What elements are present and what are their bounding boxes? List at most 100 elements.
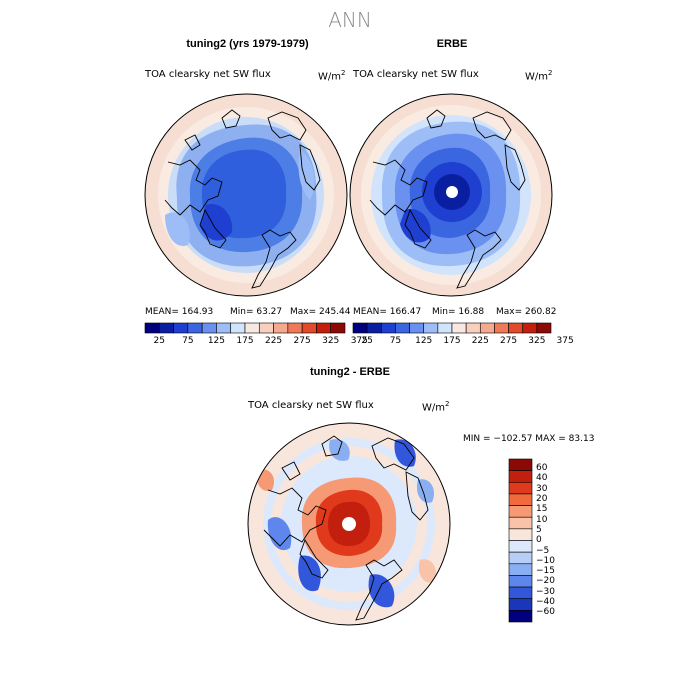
units-label-model: W/m2: [318, 69, 346, 83]
colorbar-swatch: [158, 322, 174, 334]
colorbar-swatch: [216, 322, 232, 334]
colorbar-swatch: [409, 322, 425, 334]
colorbar-swatch: [479, 322, 495, 334]
colorbar-swatch: [244, 322, 260, 334]
colorbar-tick-label: 0: [536, 535, 542, 546]
colorbar-swatch: [508, 551, 533, 565]
colorbar-tick-label: 225: [471, 336, 489, 346]
colorbar-swatch: [508, 563, 533, 576]
colorbar-tick-label: 30: [536, 483, 548, 494]
colorbar-tick-label: 375: [556, 336, 574, 346]
coastlines-obs: [369, 109, 526, 289]
polar-map-diff: [248, 423, 450, 625]
colorbar-tick-label: 325: [528, 336, 546, 346]
variable-label-obs: TOA clearsky net SW flux: [353, 69, 479, 80]
colorbar-tick-label: 15: [536, 504, 548, 515]
colorbar-swatch: [395, 322, 410, 334]
colorbar-obs: [352, 322, 552, 334]
mean-stat-model: MEAN= 164.93: [145, 307, 214, 317]
map-boundary-model: [144, 93, 348, 297]
colorbar-tick-label: 275: [293, 336, 311, 346]
colorbar-swatch: [508, 493, 533, 506]
colorbar-swatch: [494, 322, 509, 334]
colorbar-swatch: [508, 598, 533, 611]
colorbar-swatch: [287, 322, 303, 334]
colorbar-swatch: [423, 322, 439, 334]
colorbar-swatch: [380, 322, 396, 334]
colorbar-tick-label: 75: [389, 336, 402, 346]
colorbar-swatch: [273, 322, 289, 334]
colorbar-tick-label: 375: [350, 336, 368, 346]
units-label-obs: W/m2: [525, 69, 553, 83]
colorbar-swatch: [508, 322, 524, 334]
colorbar-swatch: [508, 470, 533, 483]
colorbar-swatch: [508, 516, 533, 530]
colorbar-tick-label: 175: [443, 336, 461, 346]
colorbar-tick-label: 125: [415, 336, 433, 346]
polar-map-model: [145, 94, 347, 296]
variable-label-model: TOA clearsky net SW flux: [145, 69, 271, 80]
colorbar-swatch: [230, 322, 246, 334]
colorbar-swatch: [201, 322, 217, 334]
colorbar-diff: [508, 458, 533, 623]
colorbar-swatch: [258, 322, 274, 334]
colorbar-swatch: [508, 575, 533, 588]
colorbar-tick-label: 5: [536, 524, 542, 535]
min-stat-obs: Min= 16.88: [432, 307, 485, 317]
colorbar-tick-label: −30: [536, 586, 555, 597]
colorbar-tick-label: 60: [536, 463, 548, 473]
colorbar-swatch: [522, 322, 538, 334]
polar-map-obs: [350, 94, 552, 296]
colorbar-swatch: [508, 610, 533, 623]
colorbar-swatch: [508, 540, 533, 553]
max-stat-model: Max= 245.44: [290, 307, 351, 317]
main-title: ANN: [328, 8, 372, 32]
colorbar-tick-label: 40: [536, 473, 548, 484]
max-stat-obs: Max= 260.82: [496, 307, 557, 317]
mean-stat-obs: MEAN= 166.47: [353, 307, 422, 317]
colorbar-swatch: [316, 322, 332, 334]
colorbar-tick-label: −40: [536, 597, 555, 608]
coastlines-diff: [263, 435, 429, 621]
colorbar-swatch: [536, 322, 552, 334]
colorbar-swatch: [508, 481, 533, 495]
colorbar-swatch: [451, 322, 467, 334]
colorbar-swatch: [352, 322, 368, 334]
colorbar-swatch: [366, 322, 382, 334]
panel-title-diff: tuning2 - ERBE: [309, 366, 391, 378]
colorbar-tick-label: 175: [236, 336, 254, 346]
map-boundary-diff: [247, 422, 451, 626]
colorbar-tick-label: 20: [536, 493, 548, 504]
minmax-stat-diff: MIN = −102.57 MAX = 83.13: [463, 434, 595, 444]
units-label-diff: W/m2: [422, 400, 450, 414]
colorbar-tick-label: −60: [536, 607, 555, 618]
colorbar-swatch: [144, 322, 160, 334]
colorbar-swatch: [437, 322, 453, 334]
colorbar-swatch: [508, 586, 533, 600]
colorbar-swatch: [330, 322, 346, 334]
colorbar-tick-label: 225: [264, 336, 283, 346]
colorbar-swatch: [187, 322, 203, 334]
colorbar-tick-label: −20: [536, 576, 555, 587]
colorbar-tick-label: −5: [536, 545, 550, 556]
colorbar-model: [144, 322, 346, 334]
variable-label-diff: TOA clearsky net SW flux: [248, 400, 374, 411]
colorbar-tick-label: 325: [322, 336, 340, 346]
colorbar-swatch: [508, 458, 533, 471]
colorbar-swatch: [508, 505, 533, 518]
colorbar-swatch: [301, 322, 317, 334]
map-boundary-obs: [349, 93, 553, 297]
colorbar-tick-label: −10: [536, 555, 555, 566]
panel-title-model: tuning2 (yrs 1979-1979): [186, 38, 309, 50]
min-stat-model: Min= 63.27: [230, 307, 283, 317]
colorbar-tick-label: 10: [536, 514, 548, 525]
colorbar-tick-label: 275: [499, 336, 518, 346]
colorbar-tick-label: −15: [536, 566, 555, 577]
colorbar-tick-label: 25: [361, 336, 373, 346]
panel-title-obs: ERBE: [436, 38, 468, 50]
colorbar-swatch: [173, 322, 189, 334]
colorbar-tick-label: 25: [153, 336, 165, 346]
coastlines-model: [164, 109, 321, 289]
colorbar-tick-label: 75: [182, 336, 194, 346]
